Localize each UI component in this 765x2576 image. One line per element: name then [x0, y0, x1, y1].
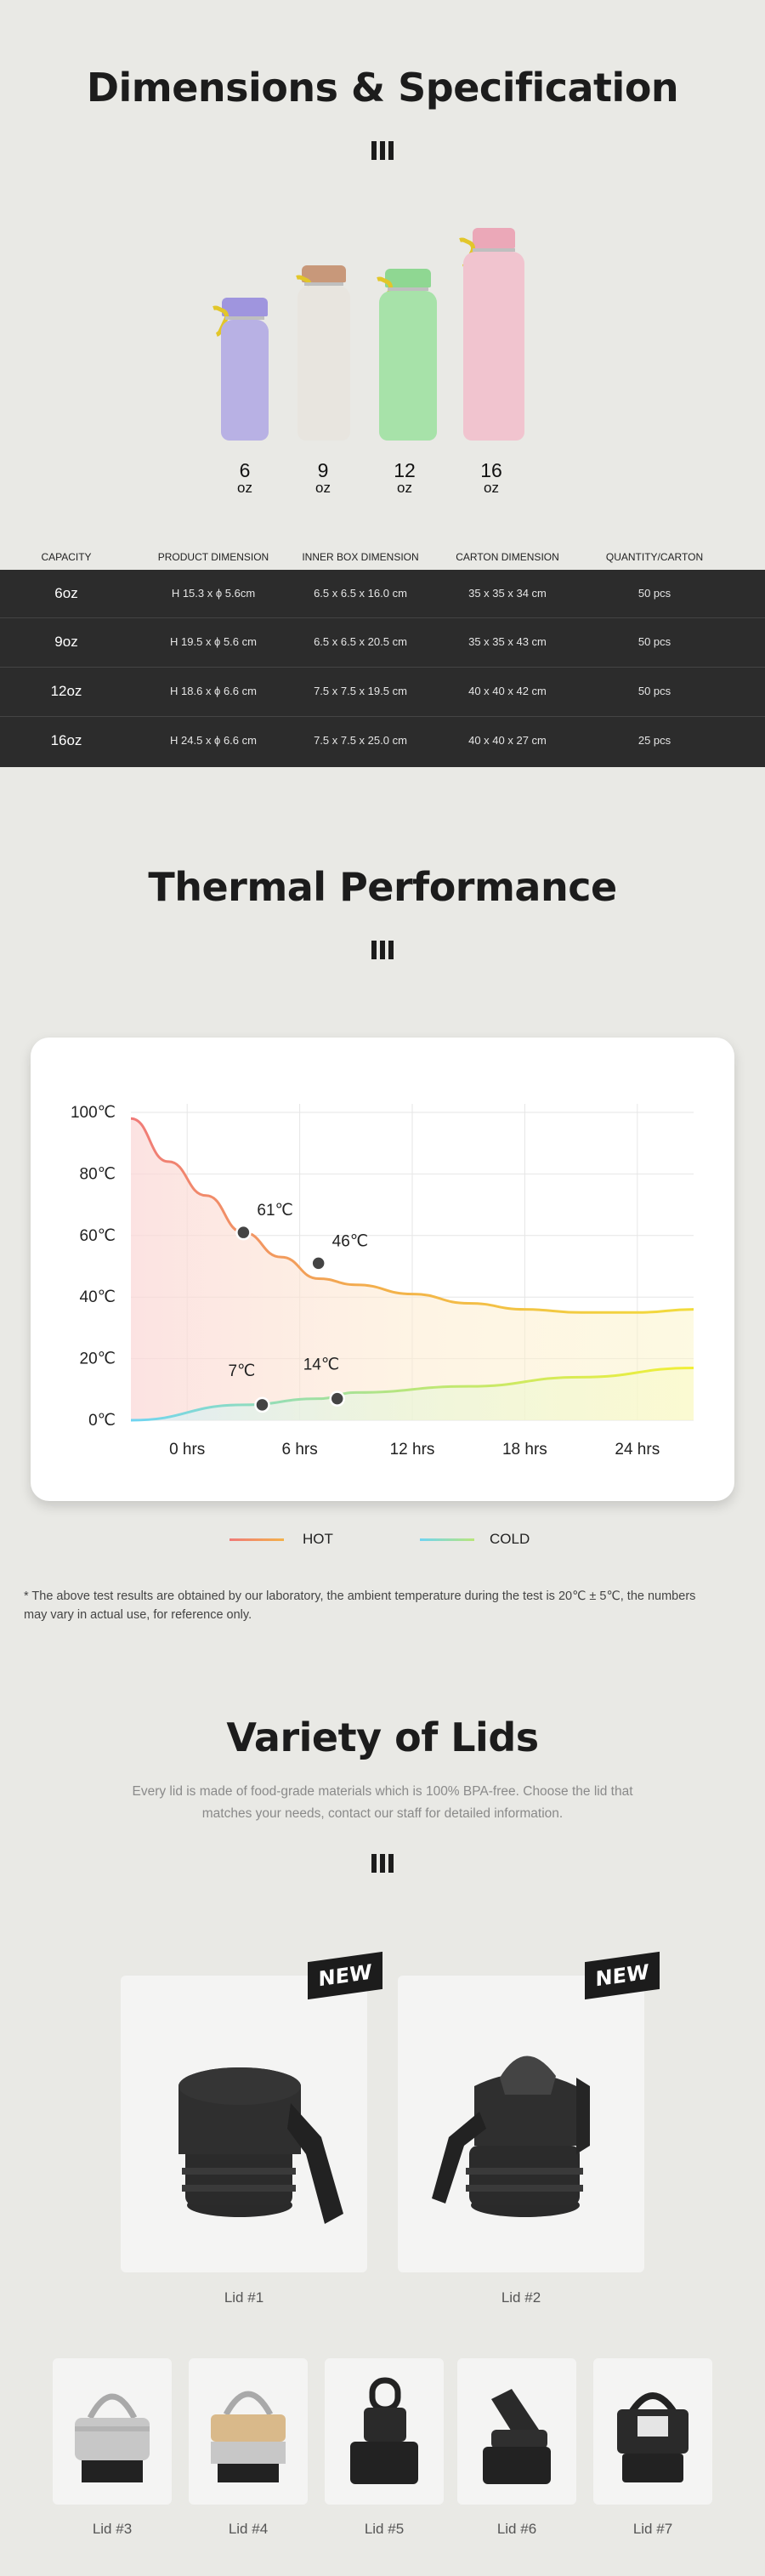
data-point-label: 46℃	[332, 1232, 368, 1250]
size-label-6: 6	[239, 459, 251, 481]
lid-card-6[interactable]	[457, 2358, 576, 2505]
legend-cold-swatch	[420, 1538, 474, 1541]
cell-capacity: 9oz	[54, 634, 78, 650]
lid-4-image	[211, 2391, 286, 2482]
cell-inner-box: 7.5 x 7.5 x 19.5 cm	[314, 685, 407, 697]
table-row: 16oz H 24.5 x ϕ 6.6 cm 7.5 x 7.5 x 25.0 …	[0, 717, 765, 765]
cell-product-dimension: H 19.5 x ϕ 5.6 cm	[170, 635, 257, 648]
data-point-marker	[329, 1390, 345, 1407]
new-badge: NEW	[308, 1951, 382, 2000]
header-capacity: CAPACITY	[41, 551, 92, 563]
data-point-label: 7℃	[228, 1362, 255, 1380]
spec-table-header: CAPACITY PRODUCT DIMENSION INNER BOX DIM…	[0, 546, 765, 570]
lids-description: Every lid is made of food-grade material…	[132, 1784, 633, 1821]
x-tick-label: 0 hrs	[169, 1441, 205, 1459]
legend-cold-label: COLD	[490, 1531, 530, 1547]
lid-label-5: Lid #5	[364, 2521, 405, 2537]
cell-carton: 40 x 40 x 42 cm	[468, 685, 547, 697]
x-tick-label: 6 hrs	[281, 1441, 317, 1459]
cell-quantity: 50 pcs	[638, 587, 672, 600]
size-label-9: 9	[317, 459, 329, 481]
data-point-label: 14℃	[303, 1356, 339, 1374]
lid-2-image	[432, 2056, 590, 2217]
table-row: 9oz H 19.5 x ϕ 5.6 cm 6.5 x 6.5 x 20.5 c…	[0, 618, 765, 666]
y-tick-label: 0℃	[88, 1412, 116, 1430]
dimensions-title: Dimensions & Specification	[86, 65, 679, 111]
x-tick-label: 18 hrs	[502, 1441, 547, 1459]
header-product-dimension: PRODUCT DIMENSION	[157, 551, 269, 563]
cell-capacity: 16oz	[50, 732, 82, 748]
lid-label-2: Lid #2	[501, 2289, 541, 2306]
cell-capacity: 6oz	[54, 585, 78, 601]
cell-quantity: 50 pcs	[638, 685, 672, 697]
section-divider-icon	[371, 141, 394, 160]
size-label-12: 12	[394, 459, 416, 481]
lid-6-image	[483, 2389, 551, 2484]
series-line-cold	[130, 1366, 694, 1422]
lid-3-image	[75, 2393, 150, 2482]
cell-product-dimension: H 24.5 x ϕ 6.6 cm	[170, 734, 257, 747]
lid-label-7: Lid #7	[632, 2521, 673, 2537]
thermal-chart: 0℃ 20℃ 40℃ 60℃ 80℃ 100℃ 0 hrs 6 hrs 12 hrs 18 hrs…	[71, 1104, 694, 1459]
lid-card-3[interactable]	[53, 2358, 172, 2505]
cell-quantity: 25 pcs	[638, 734, 672, 747]
cell-inner-box: 7.5 x 7.5 x 25.0 cm	[314, 734, 407, 747]
series-area-hot	[131, 1118, 694, 1420]
lid-label-1: Lid #1	[224, 2289, 264, 2306]
x-tick-label: 12 hrs	[390, 1441, 435, 1459]
size-unit-9: oz	[315, 480, 331, 496]
lid-label-6: Lid #6	[496, 2521, 537, 2537]
legend-hot-swatch	[230, 1538, 284, 1541]
lid-card-7[interactable]	[593, 2358, 712, 2505]
cell-inner-box: 6.5 x 6.5 x 16.0 cm	[314, 587, 407, 600]
lid-label-4: Lid #4	[228, 2521, 269, 2537]
header-inner-box-dimension: INNER BOX DIMENSION	[302, 551, 419, 563]
y-tick-label: 80℃	[80, 1165, 116, 1183]
thermal-title: Thermal Performance	[148, 864, 617, 910]
x-tick-label: 24 hrs	[615, 1441, 660, 1459]
series-area-cold	[131, 1368, 694, 1420]
lids-title: Variety of Lids	[226, 1714, 539, 1760]
test-note: * The above test results are obtained by…	[24, 1589, 696, 1622]
lid-label-3: Lid #3	[92, 2521, 133, 2537]
size-unit-12: oz	[397, 480, 412, 496]
data-point-marker	[254, 1396, 270, 1413]
table-row: 6oz H 15.3 x ϕ 5.6cm 6.5 x 6.5 x 16.0 cm…	[0, 570, 765, 617]
table-row: 12oz H 18.6 x ϕ 6.6 cm 7.5 x 7.5 x 19.5 …	[0, 668, 765, 715]
series-line-hot	[130, 1117, 694, 1314]
header-quantity-carton: QUANTITY/CARTON	[605, 551, 704, 563]
lid-card-4[interactable]	[189, 2358, 308, 2505]
size-unit-16: oz	[484, 480, 499, 496]
cell-product-dimension: H 18.6 x ϕ 6.6 cm	[170, 685, 257, 697]
lid-1-image	[178, 2067, 343, 2224]
lid-card-5[interactable]	[325, 2358, 444, 2505]
cell-capacity: 12oz	[50, 683, 82, 699]
lid-card-2[interactable]: NEW	[398, 1951, 660, 2272]
cell-quantity: 50 pcs	[638, 635, 672, 648]
spec-table-body: 6oz H 15.3 x ϕ 5.6cm 6.5 x 6.5 x 16.0 cm…	[0, 570, 765, 767]
data-point-label: 61℃	[257, 1202, 292, 1220]
cell-carton: 40 x 40 x 27 cm	[468, 734, 547, 747]
cell-product-dimension: H 15.3 x ϕ 5.6cm	[171, 587, 256, 600]
lid-7-image	[617, 2392, 688, 2482]
section-divider-icon	[371, 1854, 394, 1873]
legend-hot-label: HOT	[303, 1531, 333, 1547]
y-tick-label: 100℃	[71, 1104, 116, 1122]
cell-carton: 35 x 35 x 43 cm	[468, 635, 547, 648]
data-point-marker	[310, 1255, 326, 1271]
header-carton-dimension: CARTON DIMENSION	[456, 551, 559, 563]
y-tick-label: 60℃	[80, 1227, 116, 1245]
lid-card-1[interactable]: NEW	[121, 1951, 382, 2272]
cell-inner-box: 6.5 x 6.5 x 20.5 cm	[314, 635, 407, 648]
y-tick-label: 20℃	[80, 1351, 116, 1368]
section-divider-icon	[371, 941, 394, 959]
y-tick-label: 40℃	[80, 1288, 116, 1306]
thermal-chart-card: 0℃ 20℃ 40℃ 60℃ 80℃ 100℃ 0 hrs 6 hrs 12 hrs 18 hrs…	[31, 1038, 734, 1501]
cell-carton: 35 x 35 x 34 cm	[468, 587, 547, 600]
size-unit-6: oz	[237, 480, 252, 496]
data-point-marker	[235, 1224, 252, 1241]
new-badge: NEW	[585, 1951, 660, 2000]
lid-5-image	[350, 2377, 418, 2484]
size-label-16: 16	[480, 459, 502, 481]
